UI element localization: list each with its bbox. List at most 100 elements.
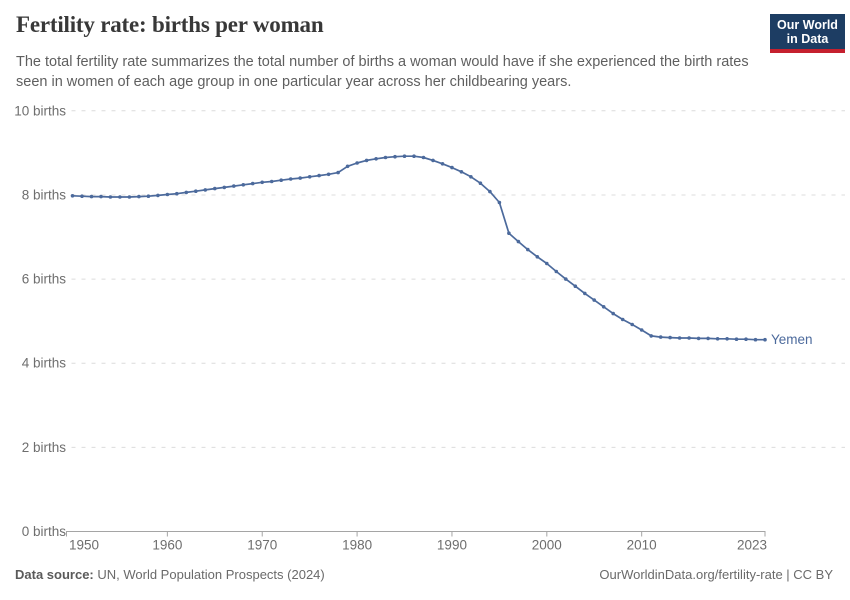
data-point[interactable] — [478, 181, 483, 185]
data-point[interactable] — [763, 337, 767, 342]
data-point[interactable] — [677, 336, 682, 340]
data-point[interactable] — [696, 336, 701, 341]
x-axis-tick-label: 2000 — [532, 538, 562, 553]
data-point[interactable] — [345, 164, 350, 169]
y-axis-tick-label: 8 births — [22, 187, 67, 202]
data-point[interactable] — [725, 337, 729, 341]
data-point[interactable] — [184, 190, 189, 195]
chart-subtitle: The total fertility rate summarizes the … — [16, 54, 749, 90]
data-point[interactable] — [213, 186, 217, 191]
data-point[interactable] — [336, 170, 340, 175]
x-axis-tick-label: 2010 — [627, 538, 657, 553]
data-point[interactable] — [535, 254, 540, 259]
data-point[interactable] — [649, 334, 653, 338]
data-point[interactable] — [355, 161, 359, 165]
data-point[interactable] — [744, 337, 748, 342]
data-point[interactable] — [469, 175, 473, 179]
data-point[interactable] — [440, 162, 445, 166]
x-axis-tick-label: 2023 — [737, 538, 767, 553]
data-point[interactable] — [526, 247, 530, 252]
data-point[interactable] — [364, 158, 369, 163]
data-point[interactable] — [298, 176, 303, 180]
data-point[interactable] — [421, 155, 426, 160]
data-point[interactable] — [250, 181, 255, 186]
x-axis-tick-label: 1960 — [152, 538, 182, 553]
data-point[interactable] — [639, 328, 644, 332]
data-point[interactable] — [658, 335, 663, 339]
data-point[interactable] — [753, 337, 758, 342]
data-point[interactable] — [734, 337, 739, 342]
data-point[interactable] — [383, 155, 388, 160]
data-point[interactable] — [99, 194, 103, 199]
data-point[interactable] — [516, 239, 521, 244]
data-source-value: UN, World Population Prospects (2024) — [93, 567, 325, 582]
data-point[interactable] — [146, 194, 151, 198]
series-label-yemen[interactable]: Yemen — [771, 332, 813, 347]
y-axis-tick-label: 0 births — [22, 524, 67, 539]
data-point[interactable] — [279, 178, 284, 182]
data-point[interactable] — [715, 337, 720, 341]
data-point[interactable] — [573, 284, 578, 289]
y-axis-tick-label: 10 births — [14, 103, 66, 118]
data-point[interactable] — [317, 173, 321, 178]
data-point[interactable] — [450, 165, 454, 170]
data-point[interactable] — [687, 336, 691, 340]
x-axis-tick-label: 1990 — [437, 538, 467, 553]
data-point[interactable] — [80, 194, 84, 198]
data-point[interactable] — [601, 305, 606, 309]
data-point[interactable] — [108, 195, 113, 199]
data-point[interactable] — [118, 195, 122, 199]
data-point[interactable] — [222, 185, 227, 190]
data-point[interactable] — [554, 269, 559, 274]
data-point[interactable] — [488, 189, 492, 194]
data-point[interactable] — [431, 158, 435, 163]
fertility-line-yemen[interactable] — [72, 155, 766, 341]
data-point[interactable] — [402, 154, 407, 158]
data-point[interactable] — [175, 191, 179, 196]
data-point[interactable] — [393, 154, 397, 159]
data-point[interactable] — [326, 172, 331, 177]
data-point[interactable] — [165, 192, 170, 197]
data-point[interactable] — [194, 189, 198, 193]
data-point[interactable] — [269, 179, 274, 184]
data-point[interactable] — [203, 188, 208, 192]
y-axis-tick-label: 4 births — [22, 356, 67, 371]
owid-logo[interactable]: Our World in Data — [770, 14, 845, 53]
data-source-label: Data source: — [15, 567, 94, 582]
data-point[interactable] — [127, 195, 132, 199]
x-axis-tick-label: 1970 — [247, 538, 277, 553]
data-point[interactable] — [137, 194, 141, 199]
data-point[interactable] — [668, 335, 672, 340]
data-point[interactable] — [232, 184, 236, 188]
data-point[interactable] — [545, 261, 549, 266]
data-point[interactable] — [241, 183, 246, 187]
data-point[interactable] — [156, 193, 160, 198]
chart-footer: Data source: UN, World Population Prospe… — [15, 567, 833, 582]
data-point[interactable] — [592, 298, 596, 302]
data-point[interactable] — [70, 194, 75, 198]
data-source: Data source: UN, World Population Prospe… — [15, 567, 325, 582]
data-point[interactable] — [307, 175, 312, 179]
data-point[interactable] — [620, 317, 625, 322]
data-point[interactable] — [260, 180, 265, 185]
data-point[interactable] — [630, 322, 634, 327]
data-point[interactable] — [706, 336, 710, 341]
x-axis-tick-label: 1980 — [342, 538, 372, 553]
data-point[interactable] — [507, 231, 511, 235]
x-axis-tick-label: 1950 — [69, 538, 99, 553]
data-point[interactable] — [412, 154, 416, 158]
data-point[interactable] — [564, 277, 568, 281]
attribution-link[interactable]: OurWorldinData.org/fertility-rate | CC B… — [599, 567, 833, 582]
data-point[interactable] — [89, 194, 94, 199]
data-point[interactable] — [459, 170, 464, 174]
data-point[interactable] — [611, 311, 615, 316]
data-point[interactable] — [583, 291, 587, 296]
owid-logo-line1: Our World — [777, 18, 838, 32]
data-point[interactable] — [497, 200, 502, 205]
data-point[interactable] — [288, 177, 293, 181]
data-point[interactable] — [374, 157, 378, 161]
y-axis-tick-label: 6 births — [22, 272, 67, 287]
y-axis-tick-label: 2 births — [22, 440, 67, 455]
